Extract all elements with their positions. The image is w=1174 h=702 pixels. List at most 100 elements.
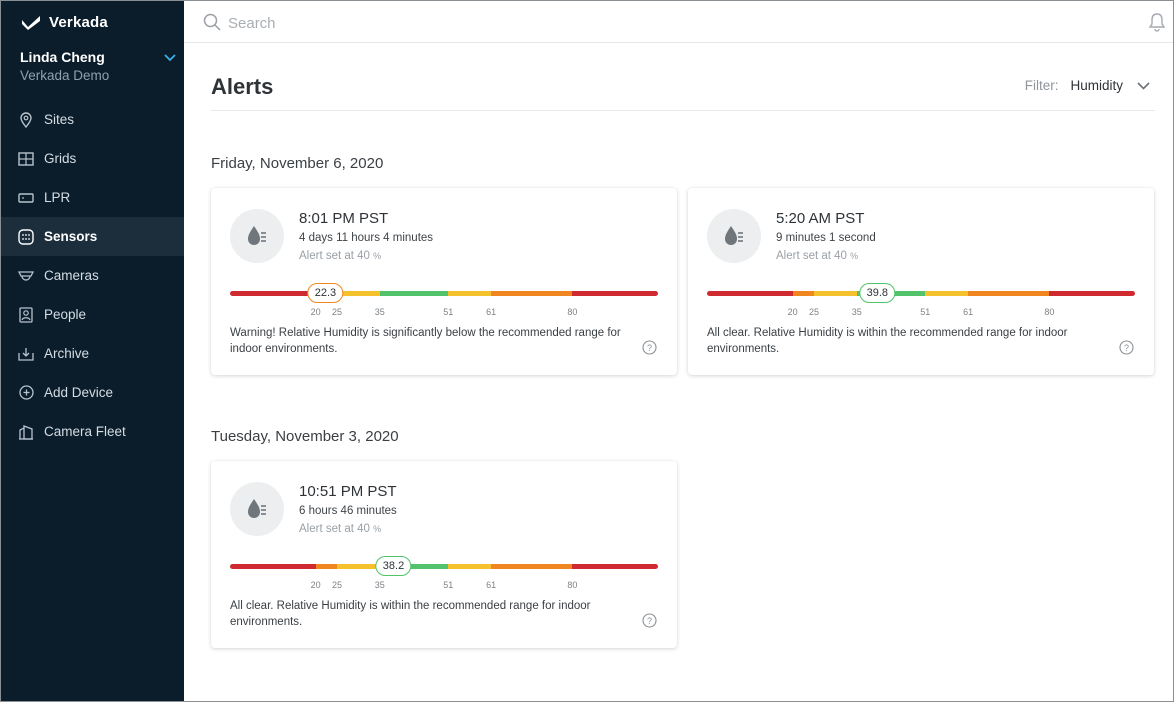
sidebar-item-sensors[interactable]: Sensors (1, 217, 184, 256)
help-icon[interactable]: ? (642, 613, 657, 628)
sidebar-item-camera-fleet[interactable]: Camera Fleet (1, 412, 184, 451)
humidity-value-badge: 38.2 (375, 556, 412, 576)
scale-segment-orange (315, 564, 337, 569)
filter-value: Humidity (1070, 78, 1123, 93)
brand[interactable]: Verkada (21, 14, 108, 31)
sidebar-item-people[interactable]: People (1, 295, 184, 334)
alert-threshold-text: Alert set at 40 (776, 250, 847, 262)
scale-segment-green (379, 564, 449, 569)
scale-segment-red (707, 291, 793, 296)
date-heading: Friday, November 6, 2020 (211, 155, 384, 172)
help-icon[interactable]: ? (1119, 340, 1134, 355)
sidebar-item-label: People (44, 307, 87, 322)
alert-card[interactable]: 8:01 PM PST 4 days 11 hours 4 minutes Al… (211, 188, 677, 375)
scale-tick-label: 80 (567, 307, 578, 317)
page-title: Alerts (211, 74, 274, 99)
humidity-scale-bar (230, 564, 658, 569)
scale-tick-label: 20 (787, 307, 798, 317)
scale-tick-label: 35 (374, 580, 385, 590)
scale-tick-label: 25 (331, 307, 343, 317)
camera-fleet-icon (18, 424, 34, 440)
top-bar (184, 1, 1173, 43)
scale-tick-label: 61 (486, 580, 497, 590)
scale-tick-label: 51 (920, 307, 931, 317)
alert-card[interactable]: 10:51 PM PST 6 hours 46 minutes Alert se… (211, 461, 677, 648)
alert-message: All clear. Relative Humidity is within t… (230, 600, 591, 628)
sidebar-item-cameras[interactable]: Cameras (1, 256, 184, 295)
chevron-down-icon[interactable] (164, 54, 176, 62)
alert-threshold-unit: % (850, 251, 859, 261)
scale-segment-red (1049, 291, 1135, 296)
help-icon[interactable]: ? (642, 340, 657, 355)
sidebar-item-archive[interactable]: Archive (1, 334, 184, 373)
scale-segment-orange (491, 291, 573, 296)
scale-segment-yellow (448, 564, 492, 569)
divider (211, 110, 1155, 111)
search-icon (203, 13, 221, 31)
alert-threshold: Alert set at 40 % (299, 250, 381, 262)
alert-time: 10:51 PM PST (299, 483, 397, 500)
main-content: Alerts Filter: Humidity Friday, November… (184, 44, 1173, 701)
humidity-scale-bar (707, 291, 1135, 296)
scale-tick-label: 61 (963, 307, 974, 317)
sidebar-item-label: Grids (44, 151, 77, 166)
alert-duration: 4 days 11 hours 4 minutes (299, 232, 434, 244)
scale-tick-label: 20 (310, 307, 321, 317)
scale-tick-label: 80 (567, 580, 578, 590)
scale-segment-yellow (336, 564, 380, 569)
person-icon (18, 306, 34, 323)
alert-message: Warning! Relative Humidity is significan… (230, 327, 621, 355)
humidity-value-badge: 22.3 (307, 283, 344, 303)
scale-tick-label: 20 (310, 580, 321, 590)
scale-segment-orange (968, 291, 1050, 296)
humidity-icon (707, 209, 761, 263)
scale-segment-red (230, 291, 316, 296)
alert-threshold: Alert set at 40 % (299, 523, 381, 535)
scale-segment-green (379, 291, 449, 296)
svg-text:?: ? (1124, 343, 1129, 353)
sidebar-item-sites[interactable]: Sites (1, 100, 184, 139)
scale-tick-label: 35 (374, 307, 385, 317)
sensor-icon (18, 228, 34, 245)
sidebar-item-label: Cameras (44, 268, 99, 283)
alert-message: All clear. Relative Humidity is within t… (707, 327, 1068, 355)
sidebar-item-label: Camera Fleet (44, 424, 126, 439)
alert-duration: 9 minutes 1 second (776, 232, 876, 244)
scale-segment-red (230, 564, 316, 569)
alert-time: 5:20 AM PST (776, 210, 865, 227)
date-heading: Tuesday, November 3, 2020 (211, 428, 399, 445)
scale-segment-red (572, 564, 658, 569)
sidebar-item-label: Sensors (44, 229, 98, 244)
scale-segment-yellow (336, 291, 380, 296)
humidity-icon (230, 482, 284, 536)
alert-card[interactable]: 5:20 AM PST 9 minutes 1 second Alert set… (688, 188, 1154, 375)
brand-name: Verkada (49, 14, 108, 31)
sidebar-item-lpr[interactable]: LPR (1, 178, 184, 217)
bell-icon[interactable] (1148, 12, 1166, 32)
alert-threshold-text: Alert set at 40 (299, 523, 370, 535)
camera-icon (18, 268, 34, 284)
scale-tick-label: 51 (443, 580, 454, 590)
alert-threshold-unit: % (373, 251, 382, 261)
user-menu[interactable]: Linda Cheng Verkada Demo (20, 49, 180, 83)
humidity-icon (230, 209, 284, 263)
scale-segment-yellow (813, 291, 857, 296)
sidebar-item-add-device[interactable]: Add Device (1, 373, 184, 412)
chevron-down-icon (1137, 81, 1150, 90)
sidebar-item-grids[interactable]: Grids (1, 139, 184, 178)
scale-tick-label: 35 (851, 307, 862, 317)
sidebar: Verkada Linda Cheng Verkada Demo Sites G… (1, 1, 184, 701)
filter-label: Filter: (1024, 78, 1059, 93)
grid-icon (18, 151, 34, 167)
humidity-value-badge: 39.8 (859, 283, 896, 303)
scale-tick-label: 61 (486, 307, 497, 317)
alert-threshold-text: Alert set at 40 (299, 250, 370, 262)
scale-segment-orange (491, 564, 573, 569)
alert-duration: 6 hours 46 minutes (299, 505, 397, 517)
filter-dropdown[interactable]: Filter: Humidity (1025, 78, 1150, 93)
humidity-scale-bar (230, 291, 658, 296)
sidebar-item-label: Archive (44, 346, 90, 361)
sidebar-item-label: Add Device (44, 385, 114, 400)
search-input[interactable] (228, 11, 828, 35)
